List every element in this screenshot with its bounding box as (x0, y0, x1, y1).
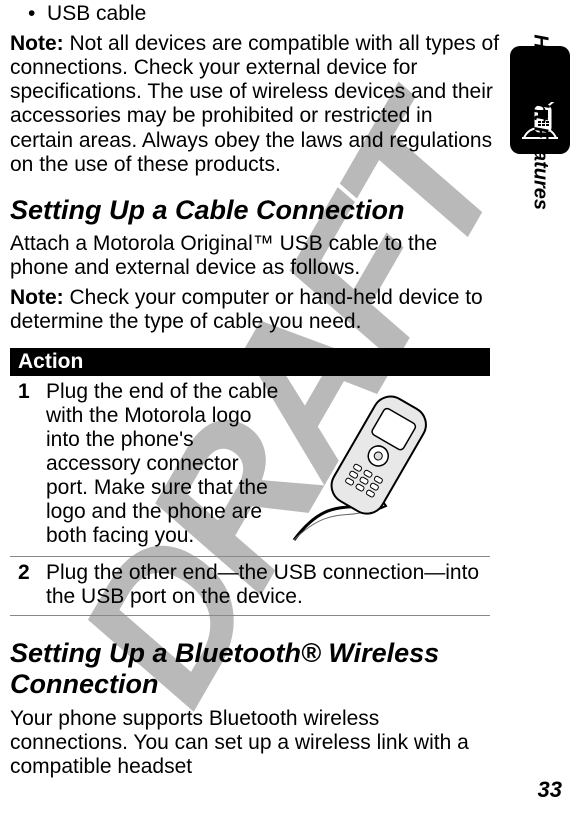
bullet-usb-cable: • USB cable (28, 2, 500, 26)
note-paragraph-2: Note: Check your computer or hand-held d… (10, 286, 500, 334)
bullet-usb-cable-text: USB cable (47, 2, 146, 25)
body-cable-connection: Attach a Motorola Original™ USB cable to… (10, 232, 500, 280)
step-2-text: Plug the other end—the USB connection—in… (38, 557, 490, 616)
table-row: 1 (10, 376, 490, 557)
note-label-1: Note: (10, 32, 64, 55)
table-row: 2 Plug the other end—the USB connection—… (10, 557, 490, 616)
body-bluetooth-connection: Your phone supports Bluetooth wireless c… (10, 707, 500, 779)
note-label-2: Note: (10, 286, 64, 309)
note-text-1: Not all devices are compatible with all … (10, 32, 499, 176)
step-1-cell: Plug the end of the cable with the Motor… (38, 376, 490, 557)
note-text-2: Check your computer or hand-held device … (10, 286, 483, 333)
action-table: 1 (10, 376, 490, 616)
heading-cable-connection: Setting Up a Cable Connection (10, 195, 500, 226)
action-header: Action (10, 348, 490, 376)
note-paragraph-1: Note: Not all devices are compatible wit… (10, 32, 500, 177)
phone-cable-illustration (284, 380, 484, 550)
step-1-number: 1 (10, 376, 38, 557)
step-2-number: 2 (10, 557, 38, 616)
heading-bluetooth-connection: Setting Up a Bluetooth® Wireless Connect… (10, 638, 500, 700)
page-content: • USB cable Note: Not all devices are co… (0, 0, 580, 817)
step-1-text: Plug the end of the cable with the Motor… (46, 380, 278, 547)
table-row (10, 616, 490, 617)
